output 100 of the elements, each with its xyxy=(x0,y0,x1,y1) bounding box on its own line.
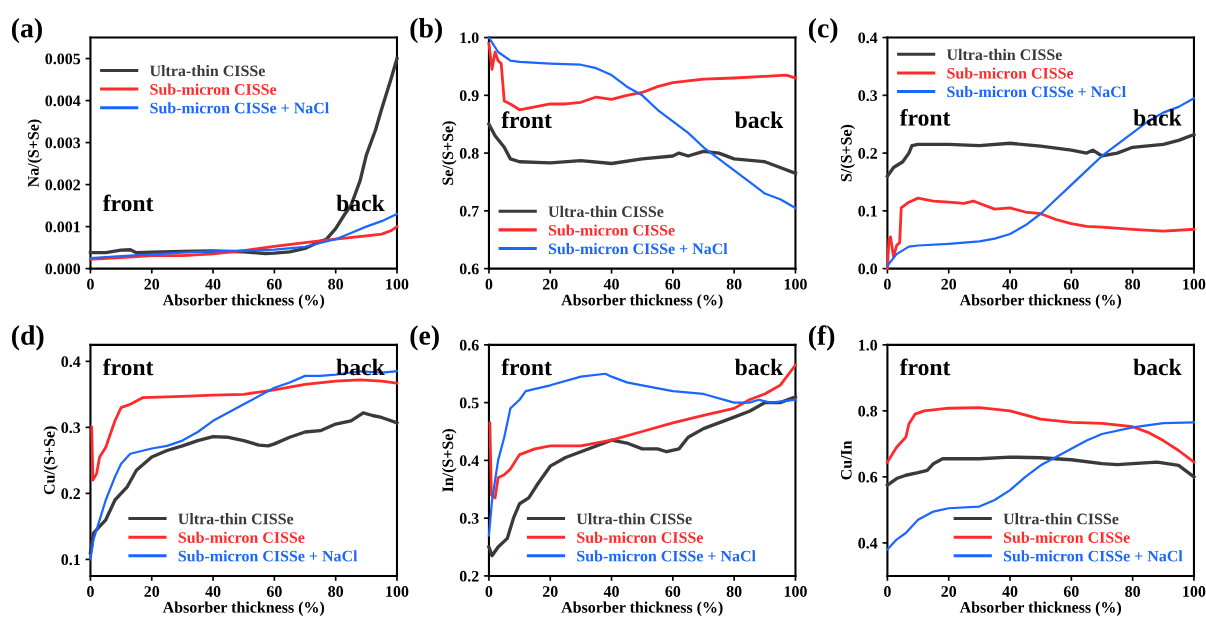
x-tick-label: 0 xyxy=(884,586,891,597)
x-tick-label: 20 xyxy=(144,278,160,290)
annotation: front xyxy=(102,358,154,376)
chart-title: (f) xyxy=(808,325,835,351)
x-tick-label: 60 xyxy=(1063,278,1079,290)
x-tick-label: 60 xyxy=(665,586,681,597)
legend-label: Sub-micron CISSe + NaCl xyxy=(1003,550,1183,562)
legend-label: Sub-micron CISSe + NaCl xyxy=(548,242,728,255)
line-series xyxy=(886,406,1196,464)
x-tick-label: 40 xyxy=(205,278,221,290)
y-tick-label: 0.6 xyxy=(858,471,878,483)
y-tick-label: 0.2 xyxy=(459,570,479,582)
x-tick-label: 80 xyxy=(1125,278,1141,290)
x-tick-label: 40 xyxy=(1002,586,1018,597)
y-tick-label: 0.4 xyxy=(61,356,81,368)
y-tick-label: 0.8 xyxy=(459,148,479,159)
chart-title: (c) xyxy=(808,18,838,44)
legend-label: Sub-micron CISSe + NaCl xyxy=(947,85,1126,98)
y-tick-label: 0.000 xyxy=(45,263,81,275)
x-tick-label: 40 xyxy=(603,586,619,597)
legend-label: Sub-micron CISSe + NaCl xyxy=(150,102,329,114)
x-tick-label: 80 xyxy=(726,278,742,290)
y-tick-label: 0.004 xyxy=(45,95,81,107)
x-tick-label: 80 xyxy=(1125,586,1141,597)
x-axis-title: Absorber thickness (%) xyxy=(959,601,1122,616)
annotation: back xyxy=(734,358,784,376)
legend-label: Ultra-thin CISSe xyxy=(576,513,692,525)
legend-label: Sub-micron CISSe + NaCl xyxy=(178,550,358,562)
legend-label: Sub-micron CISSe xyxy=(150,83,277,95)
legend-label: Ultra-thin CISSe xyxy=(548,205,664,218)
y-axis-title: S/(S+Se) xyxy=(840,124,855,182)
y-axis-title: Cu/In xyxy=(840,440,852,480)
chart-title: (d) xyxy=(11,325,44,351)
x-tick-label: 40 xyxy=(205,586,221,597)
y-tick-label: 0.3 xyxy=(61,422,81,434)
y-tick-label: 0.1 xyxy=(61,554,80,566)
x-axis-title: Absorber thickness (%) xyxy=(162,294,325,309)
x-tick-label: 100 xyxy=(1183,586,1206,597)
annotation: front xyxy=(899,108,951,126)
x-axis-title: Absorber thickness (%) xyxy=(561,294,723,309)
y-tick-label: 1.0 xyxy=(859,339,878,351)
x-tick-label: 100 xyxy=(784,586,807,597)
annotation: front xyxy=(102,194,154,212)
legend-label: Sub-micron CISSe xyxy=(947,67,1074,79)
x-axis-title: Absorber thickness (%) xyxy=(561,601,723,616)
y-tick-label: 0.5 xyxy=(459,397,479,409)
legend-label: Sub-micron CISSe xyxy=(548,224,675,236)
x-tick-label: 0 xyxy=(485,586,493,597)
y-tick-label: 0.4 xyxy=(858,32,878,44)
x-tick-label: 100 xyxy=(784,278,807,290)
line-series xyxy=(886,421,1196,551)
x-tick-label: 60 xyxy=(665,278,681,290)
x-tick-label: 20 xyxy=(144,586,160,597)
x-tick-label: 0 xyxy=(485,278,493,290)
x-tick-label: 100 xyxy=(386,278,409,290)
legend-label: Sub-micron CISSe + NaCl xyxy=(577,550,756,562)
y-tick-label: 0.002 xyxy=(45,179,81,191)
x-tick-label: 0 xyxy=(87,278,94,290)
y-axis-title: In/(S+Se) xyxy=(441,429,457,492)
legend-label: Ultra-thin CISSe xyxy=(149,65,265,77)
x-tick-label: 20 xyxy=(941,586,957,597)
y-tick-label: 0.005 xyxy=(45,53,81,65)
line-series xyxy=(885,132,1196,178)
line-series xyxy=(89,212,399,260)
legend-label: Ultra-thin CISSe xyxy=(178,513,294,525)
annotation: back xyxy=(1133,358,1182,376)
chart-title: (e) xyxy=(410,325,439,351)
line-series xyxy=(90,378,399,482)
annotation: back xyxy=(734,111,784,129)
annotation: front xyxy=(501,111,552,129)
y-tick-label: 0.6 xyxy=(459,263,479,275)
y-tick-label: 0.6 xyxy=(459,339,479,351)
y-axis-title: Se/(S+Se) xyxy=(441,121,457,185)
y-tick-label: 0.3 xyxy=(459,513,479,524)
chart-title: (b) xyxy=(410,18,442,44)
y-tick-label: 0.2 xyxy=(858,148,878,159)
y-tick-label: 0.8 xyxy=(858,405,878,417)
y-tick-label: 0.3 xyxy=(858,90,878,102)
x-tick-label: 60 xyxy=(1063,586,1079,597)
y-tick-label: 0.1 xyxy=(858,205,877,217)
y-tick-label: 0.001 xyxy=(45,221,80,233)
annotation: front xyxy=(899,358,951,376)
legend-label: Sub-micron CISSe xyxy=(178,531,305,543)
x-tick-label: 60 xyxy=(266,278,282,290)
x-tick-label: 80 xyxy=(726,586,742,597)
y-tick-label: 0.4 xyxy=(858,537,878,549)
y-axis-title: Cu/(S+Se) xyxy=(43,426,58,495)
x-tick-label: 60 xyxy=(266,586,282,597)
y-tick-label: 0.0 xyxy=(858,263,878,275)
legend-label: Sub-micron CISSe xyxy=(577,531,703,543)
x-tick-label: 100 xyxy=(386,586,409,597)
x-axis-title: Absorber thickness (%) xyxy=(162,601,325,616)
y-tick-label: 0.7 xyxy=(459,205,479,217)
x-tick-label: 100 xyxy=(1183,278,1206,290)
line-series xyxy=(885,455,1196,487)
legend-label: Sub-micron CISSe xyxy=(1003,531,1130,543)
annotation: front xyxy=(501,358,552,376)
x-tick-label: 80 xyxy=(328,278,344,290)
y-tick-label: 0.9 xyxy=(459,90,479,102)
x-axis-title: Absorber thickness (%) xyxy=(959,294,1122,309)
